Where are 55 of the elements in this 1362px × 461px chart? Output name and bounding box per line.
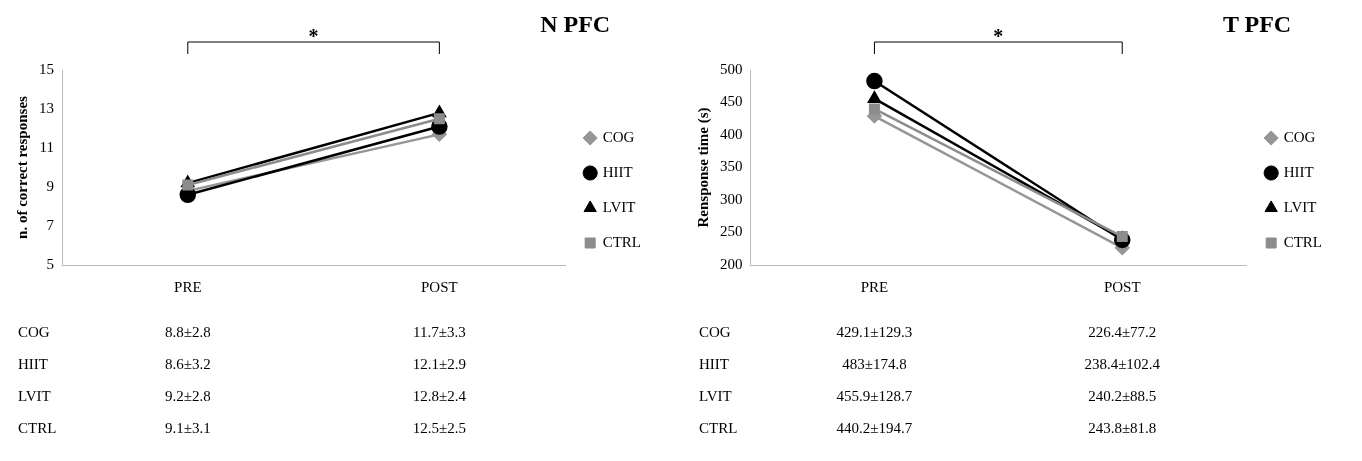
- chart-title: N PFC: [540, 11, 611, 38]
- y-tick-label: 400: [720, 125, 743, 142]
- y-tick-label: 5: [46, 255, 54, 272]
- text: COG: [699, 323, 731, 340]
- text: HIIT: [18, 355, 48, 372]
- legend-label: CTRL: [1283, 233, 1323, 250]
- data-label: 12.8±2.4: [412, 387, 467, 404]
- y-tick-label: 15: [39, 60, 54, 77]
- data-label: 238.4±102.4: [1084, 355, 1161, 372]
- y-tick-label: 300: [720, 190, 743, 207]
- x-tick-label: PRE: [860, 278, 889, 295]
- data-label: 226.4±77.2: [1088, 323, 1157, 340]
- text: CTRL: [699, 419, 738, 436]
- legend-label: COG: [1283, 128, 1316, 145]
- legend-label: COG: [602, 128, 635, 145]
- data-label: 9.2±2.8: [164, 387, 211, 404]
- y-tick-label: 250: [720, 223, 743, 240]
- y-tick-label: 350: [720, 158, 743, 175]
- text: LVIT: [699, 387, 732, 404]
- data-label: 12.5±2.5: [412, 419, 466, 436]
- y-axis-title: n. of correct responses: [13, 95, 30, 239]
- text: COG: [18, 323, 50, 340]
- data-label: 455.9±128.7: [836, 387, 913, 404]
- legend-label: HIIT: [1283, 163, 1314, 180]
- legend-label: LVIT: [602, 198, 636, 215]
- data-label: 429.1±129.3: [836, 323, 913, 340]
- y-tick-label: 9: [46, 177, 54, 194]
- data-label: 440.2±194.7: [836, 419, 913, 436]
- y-tick-label: 7: [46, 216, 55, 233]
- legend-label: HIIT: [602, 163, 633, 180]
- data-label: 243.8±81.8: [1088, 419, 1157, 436]
- text: *: [993, 25, 1004, 48]
- y-axis-title: Rensponse time (s): [694, 107, 712, 228]
- legend-label: CTRL: [602, 233, 642, 250]
- y-tick-label: 11: [39, 138, 54, 155]
- y-tick-label: 13: [39, 99, 54, 116]
- data-label: 11.7±3.3: [413, 323, 466, 340]
- data-label: 8.6±3.2: [164, 355, 211, 372]
- text: *: [308, 25, 319, 48]
- data-label: 9.1±3.1: [164, 419, 211, 436]
- chart-title: T PFC: [1222, 11, 1292, 38]
- data-label: 483±174.8: [842, 355, 907, 372]
- x-tick-label: POST: [421, 278, 458, 295]
- text: HIIT: [699, 355, 729, 372]
- data-label: 12.1±2.9: [412, 355, 466, 372]
- text: LVIT: [18, 387, 51, 404]
- y-tick-label: 500: [720, 60, 743, 77]
- y-tick-label: 200: [720, 255, 743, 272]
- x-tick-label: POST: [1103, 278, 1141, 295]
- data-label: 240.2±88.5: [1088, 387, 1157, 404]
- x-tick-label: PRE: [174, 278, 202, 295]
- text: CTRL: [18, 419, 57, 436]
- data-label: 8.8±2.8: [164, 323, 211, 340]
- legend-label: LVIT: [1283, 198, 1317, 215]
- y-tick-label: 450: [720, 93, 743, 110]
